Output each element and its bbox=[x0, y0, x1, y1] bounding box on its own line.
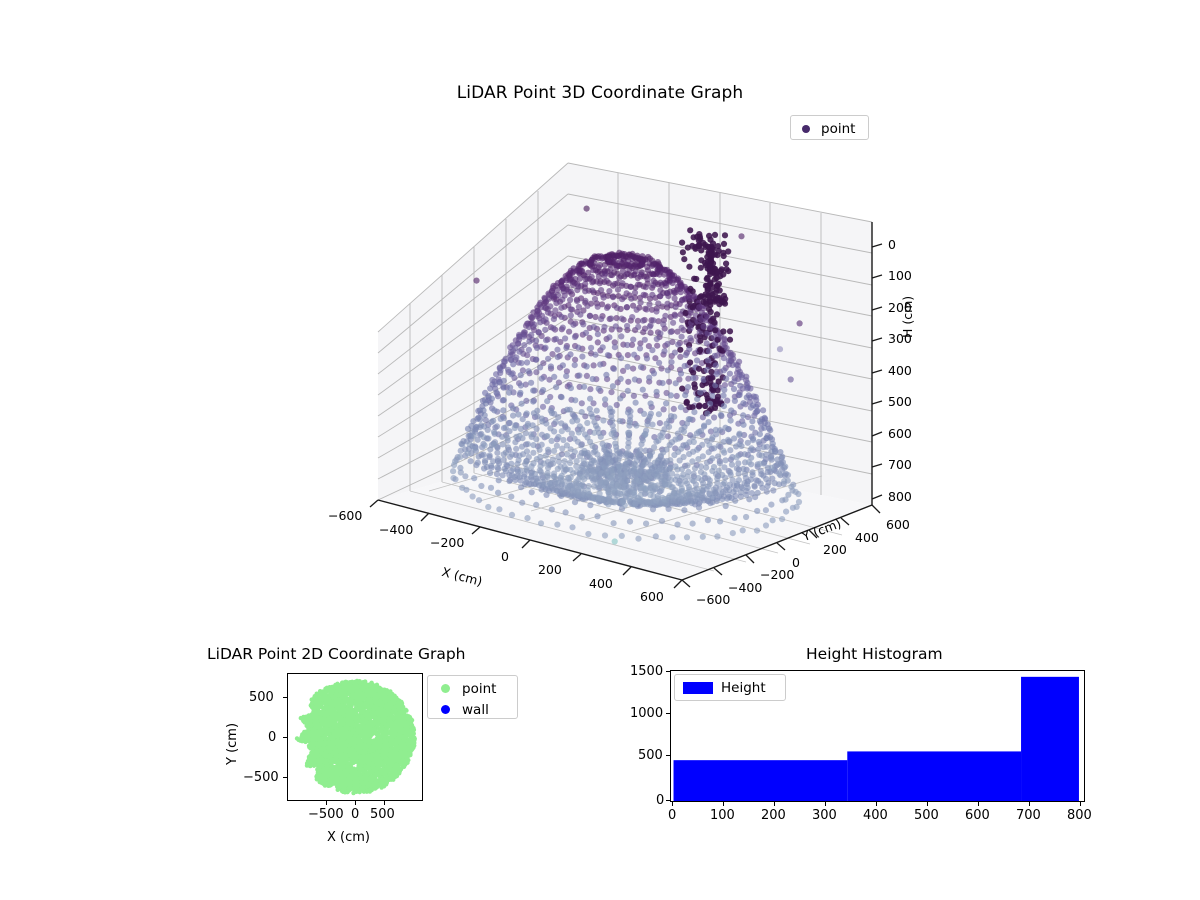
y-tick-hist-500: 500 bbox=[638, 748, 663, 763]
x-tick-600: 600 bbox=[640, 589, 664, 604]
legend-3d[interactable]: point bbox=[790, 115, 869, 140]
legend-2d[interactable]: point wall bbox=[427, 675, 518, 719]
y-axis-label-2d: Y (cm) bbox=[225, 722, 240, 765]
x-tick--600: −600 bbox=[328, 508, 363, 523]
y-tick-600: 600 bbox=[886, 517, 910, 532]
tick-hist-y-500 bbox=[666, 755, 670, 756]
tick-2d-y--500 bbox=[283, 777, 287, 778]
tick-hist-x-300 bbox=[825, 802, 826, 806]
y-tick-0: 0 bbox=[792, 555, 800, 570]
legend-item-point: point bbox=[428, 678, 517, 699]
chart-3d-canvas bbox=[369, 162, 883, 589]
x-tick-2d-500: 500 bbox=[370, 807, 395, 822]
x-tick-hist-500: 500 bbox=[914, 808, 939, 823]
h-tick-200: 200 bbox=[888, 300, 912, 315]
legend-marker-wall-icon bbox=[428, 705, 462, 714]
x-axis-label-2d: X (cm) bbox=[327, 830, 370, 845]
y-tick-hist-1000: 1000 bbox=[630, 706, 664, 721]
y-tick-hist-0: 0 bbox=[656, 793, 665, 808]
h-tick-300: 300 bbox=[888, 331, 912, 346]
h-tick-700: 700 bbox=[888, 457, 912, 472]
hist-bar bbox=[1021, 676, 1079, 801]
y-tick-2d-500: 500 bbox=[249, 690, 274, 705]
y-tick-2d--500: −500 bbox=[243, 770, 279, 785]
x-tick-hist-300: 300 bbox=[812, 808, 837, 823]
h-tick-100: 100 bbox=[888, 268, 912, 283]
tick-hist-x-0 bbox=[672, 802, 673, 806]
y-tick--400: −400 bbox=[728, 580, 763, 595]
legend-label-wall: wall bbox=[462, 701, 489, 718]
x-tick-2d--500: −500 bbox=[308, 807, 344, 822]
y-tick-200: 200 bbox=[823, 542, 847, 557]
h-tick-0: 0 bbox=[888, 237, 896, 252]
legend-item-wall: wall bbox=[428, 699, 517, 720]
tick-hist-y-1000 bbox=[666, 713, 670, 714]
x-tick-hist-0: 0 bbox=[668, 808, 677, 823]
tick-hist-x-600 bbox=[978, 802, 979, 806]
hist-bar bbox=[673, 760, 848, 801]
legend-label-height: Height bbox=[721, 680, 766, 696]
legend-item-height: Height bbox=[675, 677, 785, 699]
chart-3d-title: LiDAR Point 3D Coordinate Graph bbox=[456, 83, 744, 103]
x-tick-hist-400: 400 bbox=[863, 808, 888, 823]
h-tick-400: 400 bbox=[888, 363, 912, 378]
chart-hist-title: Height Histogram bbox=[806, 645, 943, 663]
tick-2d-x-0 bbox=[355, 801, 356, 805]
tick-hist-x-500 bbox=[927, 802, 928, 806]
legend-marker-point-icon bbox=[791, 124, 821, 133]
chart-2d-title: LiDAR Point 2D Coordinate Graph bbox=[207, 645, 466, 663]
x-tick-2d-0: 0 bbox=[351, 807, 360, 822]
tick-hist-x-100 bbox=[723, 802, 724, 806]
legend-swatch-height-icon bbox=[675, 682, 721, 694]
legend-marker-point-icon bbox=[428, 684, 462, 693]
tick-hist-x-700 bbox=[1029, 802, 1030, 806]
x-tick-hist-700: 700 bbox=[1016, 808, 1041, 823]
tick-hist-y-0 bbox=[666, 800, 670, 801]
x-tick--400: −400 bbox=[379, 522, 414, 537]
x-tick-0: 0 bbox=[501, 549, 509, 564]
tick-hist-y-1500 bbox=[666, 671, 670, 672]
tick-2d-x--500 bbox=[326, 801, 327, 805]
y-tick-2d-0: 0 bbox=[268, 730, 277, 745]
h-tick-800: 800 bbox=[888, 489, 912, 504]
legend-label-point: point bbox=[462, 680, 497, 697]
tick-hist-x-800 bbox=[1080, 802, 1081, 806]
tick-2d-y-0 bbox=[283, 737, 287, 738]
tick-2d-x-500 bbox=[384, 801, 385, 805]
chart-2d-axes[interactable] bbox=[287, 673, 423, 801]
x-tick-hist-800: 800 bbox=[1067, 808, 1092, 823]
chart-3d-axes[interactable]: 0 100 200 300 400 500 600 700 800 H (cm)… bbox=[300, 140, 940, 640]
tick-2d-y-500 bbox=[283, 697, 287, 698]
legend-item-point: point bbox=[791, 118, 868, 139]
tick-hist-x-200 bbox=[774, 802, 775, 806]
y-tick--600: −600 bbox=[696, 592, 731, 607]
x-tick-hist-100: 100 bbox=[710, 808, 735, 823]
chart-hist-canvas bbox=[673, 676, 1079, 801]
chart-2d-canvas bbox=[294, 678, 417, 796]
x-tick-hist-600: 600 bbox=[965, 808, 990, 823]
y-tick-400: 400 bbox=[855, 530, 879, 545]
x-tick-200: 200 bbox=[538, 562, 562, 577]
y-tick-hist-1500: 1500 bbox=[630, 664, 664, 679]
x-tick-400: 400 bbox=[589, 576, 613, 591]
y-tick--200: −200 bbox=[760, 567, 795, 582]
legend-label-point: point bbox=[821, 120, 856, 137]
legend-hist[interactable]: Height bbox=[674, 674, 786, 701]
tick-hist-x-400 bbox=[876, 802, 877, 806]
x-tick--200: −200 bbox=[430, 535, 465, 550]
h-axis-label: H (cm) bbox=[900, 295, 915, 338]
h-tick-500: 500 bbox=[888, 394, 912, 409]
hist-bar bbox=[847, 751, 1022, 801]
h-tick-600: 600 bbox=[888, 426, 912, 441]
x-tick-hist-200: 200 bbox=[761, 808, 786, 823]
